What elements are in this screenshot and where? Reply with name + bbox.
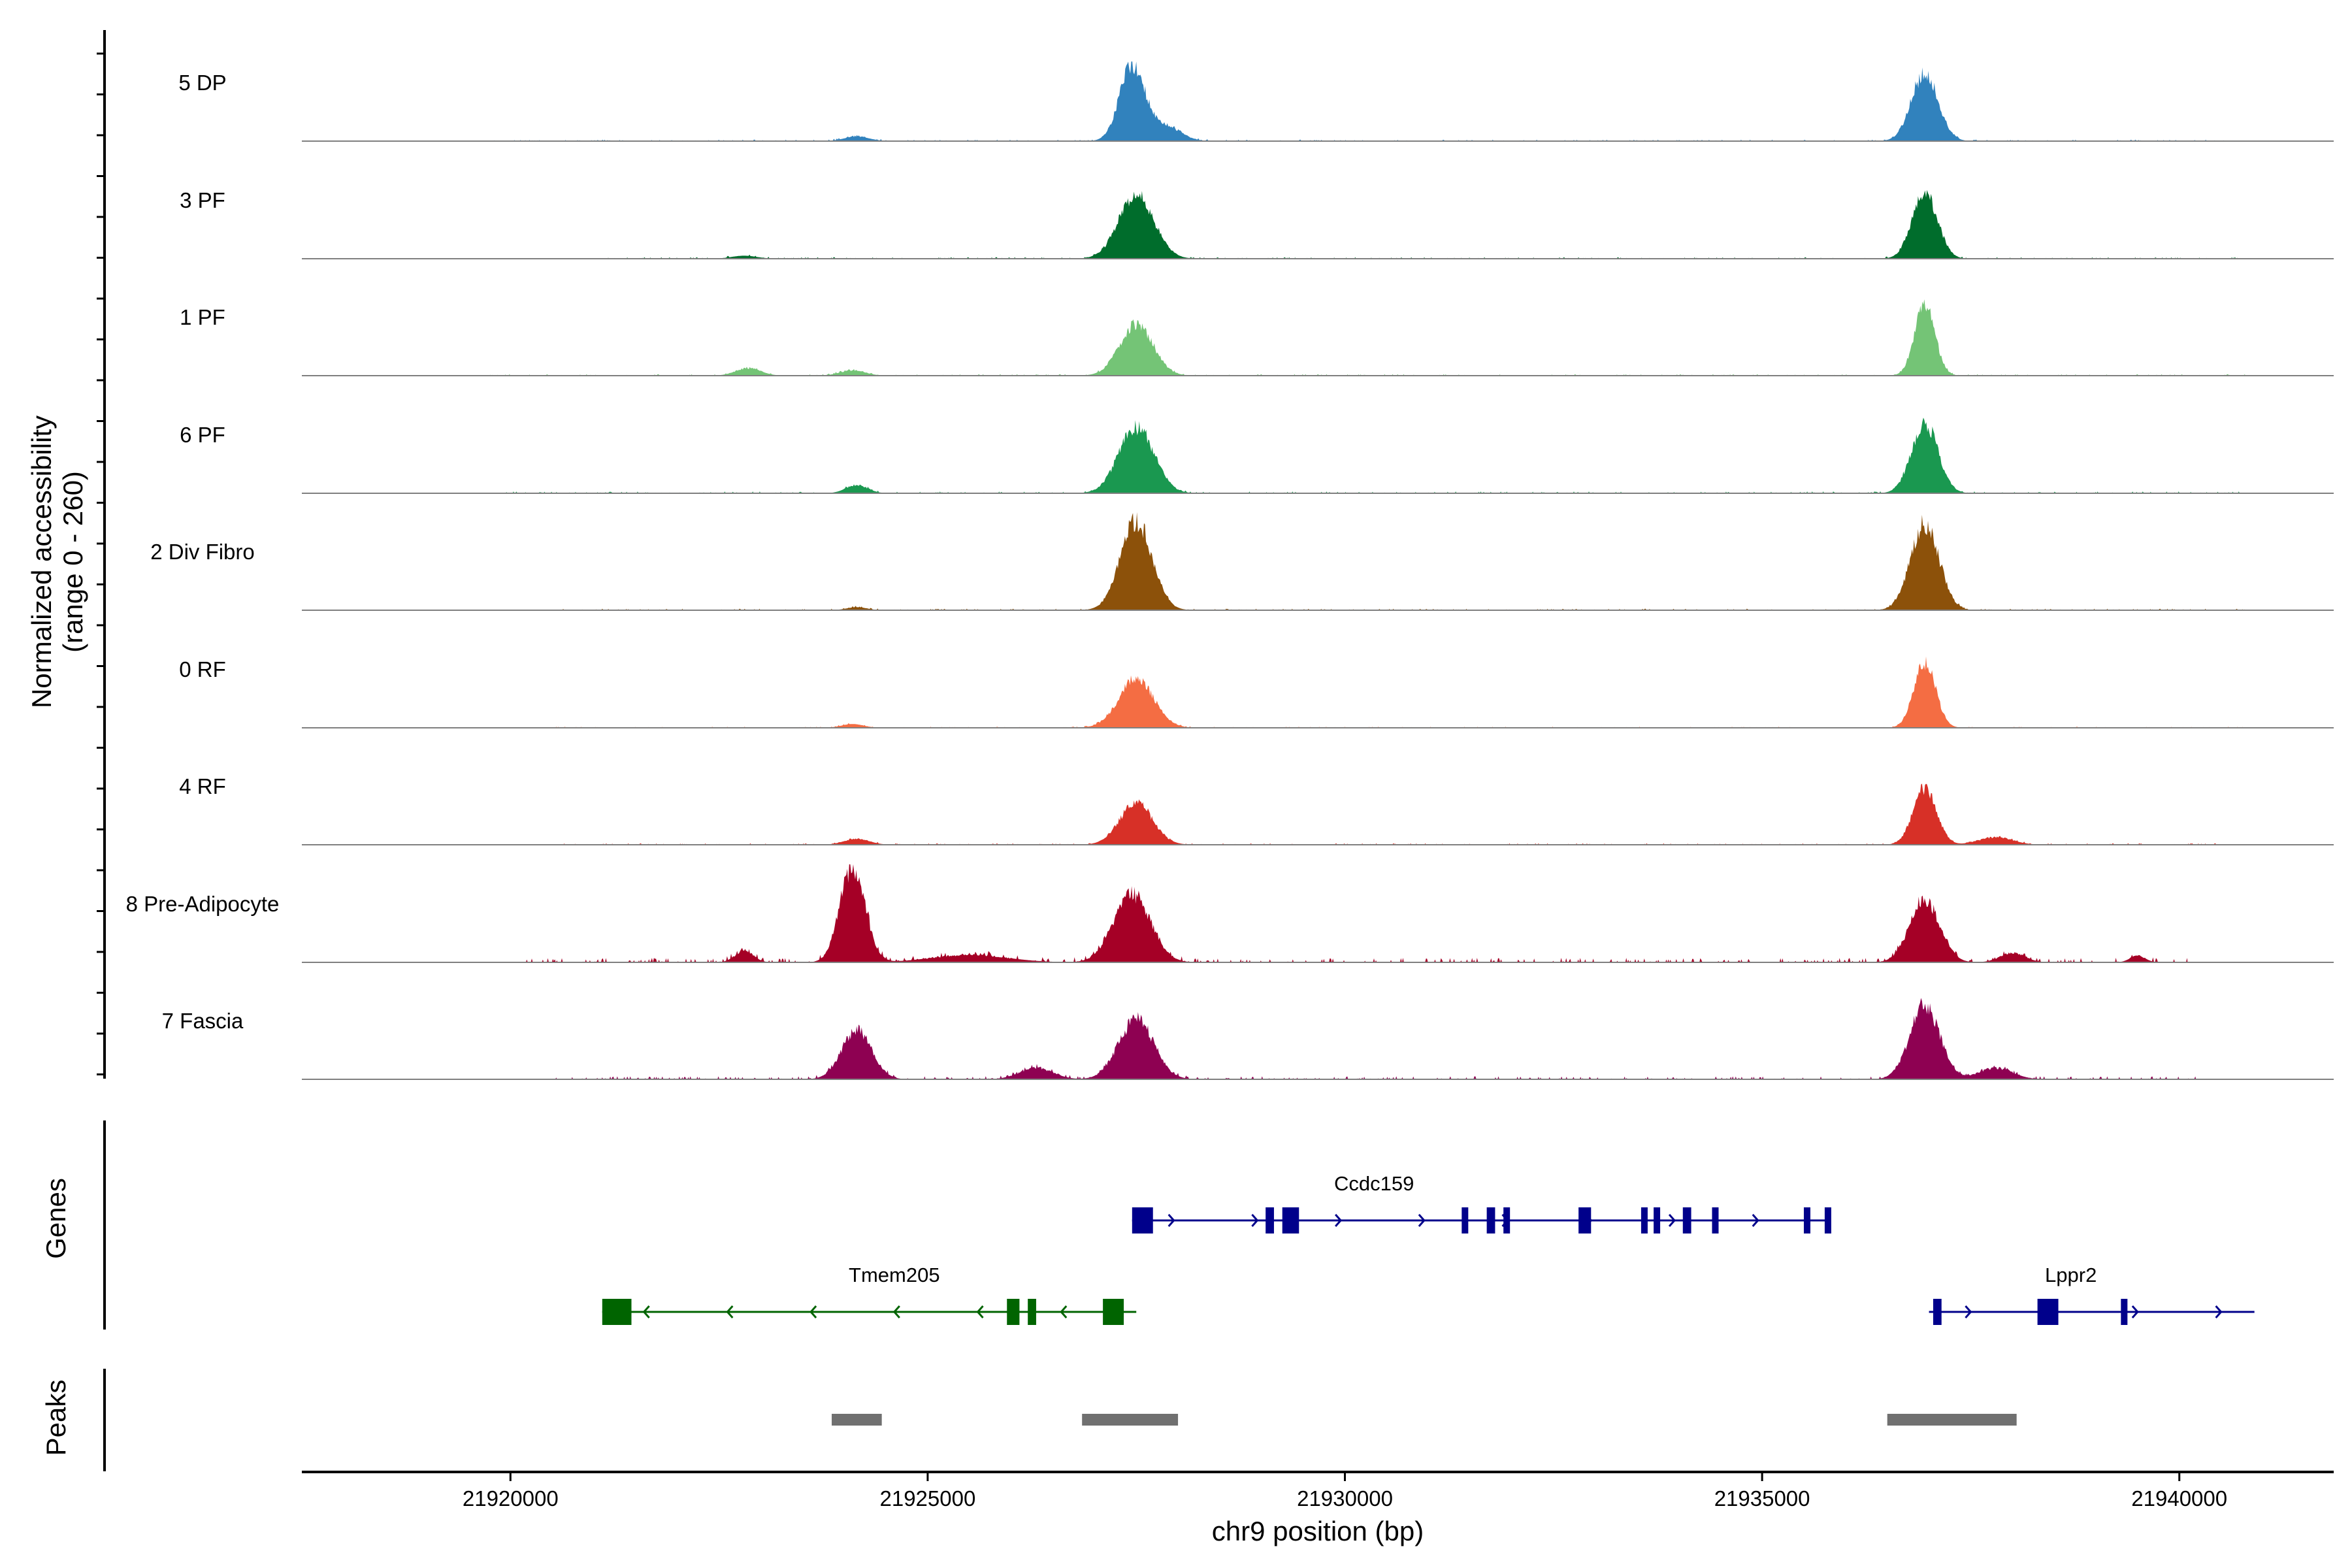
track-label: 3 PF <box>180 188 225 212</box>
exon <box>1803 1207 1810 1233</box>
track-label: 1 PF <box>180 305 225 329</box>
gene-name: Tmem205 <box>849 1264 940 1286</box>
track-0: 5 DP <box>178 61 2334 142</box>
exon <box>1933 1299 1942 1325</box>
track-label: 4 RF <box>179 774 226 798</box>
peaks-track <box>832 1414 2017 1426</box>
exon <box>1578 1207 1592 1233</box>
peaks-title: Peaks <box>41 1380 71 1456</box>
exon <box>1132 1207 1153 1233</box>
strand-arrow <box>726 1305 734 1318</box>
coverage-area <box>485 417 2246 493</box>
genes-track: Ccdc159 Tmem205 Lppr2 <box>602 1172 2255 1325</box>
strand-arrow <box>809 1305 817 1318</box>
x-tick-label: 21940000 <box>2131 1486 2227 1511</box>
strand-arrow <box>976 1305 984 1318</box>
x-tick-label: 21925000 <box>879 1486 975 1511</box>
exon <box>1682 1207 1691 1233</box>
track-label: 5 DP <box>178 71 226 95</box>
coverage-area <box>485 299 2246 376</box>
y-axis-title-line1: Normalized accessibility <box>26 416 57 708</box>
track-label: 0 RF <box>179 657 226 681</box>
gene-lppr2: Lppr2 <box>1929 1264 2255 1325</box>
exon <box>1028 1299 1036 1325</box>
track-5: 0 RF <box>179 656 2334 728</box>
track-label: 2 Div Fibro <box>150 540 255 564</box>
track-label: 6 PF <box>180 423 225 447</box>
gene-tmem205: Tmem205 <box>602 1264 1137 1325</box>
track-6: 4 RF <box>179 774 2334 845</box>
strand-arrow <box>642 1305 650 1318</box>
y-axis-title: Normalized accessibility (range 0 - 260) <box>26 416 88 708</box>
coverage-tracks: 5 DP 3 PF 1 PF 6 PF 2 Div Fibro 0 RF 4 RF 8 Pre… <box>126 61 2334 1080</box>
x-tick-label: 21935000 <box>1714 1486 1810 1511</box>
exon <box>1462 1207 1469 1233</box>
exon <box>1103 1299 1124 1325</box>
exon <box>602 1299 632 1325</box>
track-label: 8 Pre-Adipocyte <box>126 892 280 916</box>
track-2: 1 PF <box>180 299 2334 376</box>
genes-title: Genes <box>41 1178 71 1259</box>
genes-panel-title: Genes <box>41 1178 71 1259</box>
exon <box>1486 1207 1495 1233</box>
track-7: 8 Pre-Adipocyte <box>126 864 2334 963</box>
x-tick-label: 21920000 <box>463 1486 559 1511</box>
exon <box>1824 1207 1831 1233</box>
gene-ccdc159: Ccdc159 <box>1132 1172 1831 1233</box>
exon <box>1503 1207 1511 1233</box>
strand-arrow <box>1418 1214 1426 1227</box>
exon <box>1266 1207 1274 1233</box>
x-tick-label: 21930000 <box>1297 1486 1393 1511</box>
gene-name: Ccdc159 <box>1334 1172 1414 1195</box>
exon <box>1282 1207 1299 1233</box>
y-axis-ticks <box>97 52 105 1075</box>
coverage-area <box>602 189 2246 259</box>
strand-arrow <box>1335 1214 1343 1227</box>
track-1: 3 PF <box>180 188 2334 259</box>
track-8: 7 Fascia <box>162 998 2334 1080</box>
strand-arrow <box>1251 1214 1259 1227</box>
exon <box>1712 1207 1719 1233</box>
strand-arrow <box>2131 1305 2139 1318</box>
exon <box>2037 1299 2059 1325</box>
strand-arrow <box>2215 1305 2223 1318</box>
x-axis-ticks: 21920000 21925000 21930000 21935000 21940000 <box>463 1472 2227 1511</box>
strand-arrow <box>1965 1305 1972 1318</box>
strand-arrow <box>1060 1305 1068 1318</box>
peak-region <box>1082 1414 1179 1426</box>
peaks-panel-title: Peaks <box>41 1380 71 1456</box>
strand-arrow <box>1752 1214 1759 1227</box>
coverage-area <box>552 998 2197 1079</box>
peak-region <box>1887 1414 2017 1426</box>
coverage-area <box>485 61 2246 141</box>
strand-arrow <box>892 1305 900 1318</box>
coverage-area <box>519 864 2188 962</box>
track-3: 6 PF <box>180 417 2334 494</box>
x-axis-title: chr9 position (bp) <box>1212 1516 1424 1546</box>
strand-arrow <box>1168 1214 1175 1227</box>
track-4: 2 Div Fibro <box>150 512 2334 611</box>
coverage-area <box>552 512 2246 610</box>
exon <box>1641 1207 1648 1233</box>
y-axis-title-line2: (range 0 - 260) <box>57 471 88 653</box>
coverage-area <box>552 656 2246 728</box>
gene-name: Lppr2 <box>2045 1264 2097 1286</box>
peak-region <box>832 1414 882 1426</box>
exon <box>2121 1299 2128 1325</box>
exon <box>1654 1207 1661 1233</box>
strand-arrow <box>1668 1214 1676 1227</box>
track-label: 7 Fascia <box>162 1009 244 1033</box>
coverage-area <box>552 783 2246 845</box>
exon <box>1007 1299 1020 1325</box>
